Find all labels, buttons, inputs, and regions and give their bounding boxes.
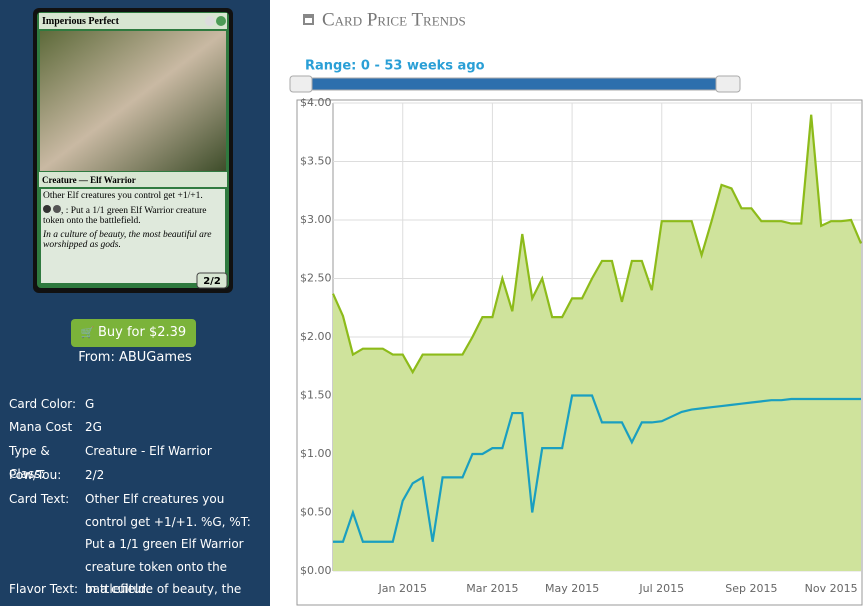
chart: Card Price Trends Range: 0 - 53 weeks ag… [289, 9, 863, 606]
detail-value: 2/2 [85, 468, 105, 482]
line [331, 114, 863, 375]
x-tick-label: Jul 2015 [638, 582, 684, 595]
detail-label: Type & Class: [9, 444, 50, 481]
y-tick-label: $2.00 [300, 330, 332, 343]
card-panel: Imperious Perfect Creature — Elf Warrior… [0, 0, 270, 606]
rules-box: Other Elf creatures you control get +1/+… [43, 191, 223, 251]
area [333, 114, 861, 571]
detail-label: Card Text: [9, 492, 70, 506]
detail-value: Creature - Elf Warrior [85, 444, 212, 458]
range-label: Range: 0 - 53 weeks ago [305, 59, 485, 74]
x-tick-label: Nov 2015 [805, 582, 858, 595]
y-tick-label: $1.00 [300, 447, 332, 460]
detail-value: In a culture of beauty, the most [85, 582, 242, 606]
rules-line: , : Put a 1/1 green Elf Warrior creature… [43, 204, 223, 227]
slider-handle[interactable] [715, 75, 741, 93]
detail-value: Other Elf creatures you control get +1/+… [85, 492, 251, 596]
name-bar [39, 13, 227, 29]
slider-handle[interactable] [289, 75, 313, 93]
y-tick-label: $2.50 [300, 272, 332, 285]
rules-line: Other Elf creatures you control get +1/+… [43, 191, 203, 201]
line [333, 394, 861, 543]
rules-text: , : Put a 1/1 green Elf Warrior creature… [43, 205, 207, 227]
mana-symbol [216, 16, 226, 26]
card-art [40, 31, 226, 171]
y-tick-label: $3.50 [300, 155, 332, 168]
card-image: Imperious Perfect Creature — Elf Warrior… [33, 8, 233, 293]
buy-label[interactable]: Buy for $2.39 [97, 325, 187, 340]
chart-title: Card Price Trends [322, 9, 466, 30]
buy-source: From: ABUGames [78, 350, 192, 365]
x-tick-label: Sep 2015 [725, 582, 777, 595]
detail-label: Card Color: [9, 397, 77, 411]
card-name: Imperious Perfect [42, 16, 120, 27]
card-type: Creature — Elf Warrior [42, 175, 136, 185]
pt-box [196, 272, 228, 289]
mana-symbol [205, 16, 215, 26]
y-tick-label: $0.50 [300, 506, 332, 519]
pt: 2/2 [203, 276, 221, 287]
detail-value: 2G [85, 420, 102, 434]
range-slider[interactable] [292, 77, 741, 91]
y-tick-label: $4.00 [300, 96, 332, 109]
detail-label: Flavor Text: [9, 582, 79, 596]
text-box [41, 189, 225, 283]
y-tick-label: $3.00 [300, 213, 332, 226]
calendar-icon [303, 14, 314, 25]
x-tick-label: Mar 2015 [466, 582, 518, 595]
detail-value: G [85, 397, 95, 411]
y-tick-label: $0.00 [300, 564, 332, 577]
buy-button[interactable]: 🛒 Buy for $2.39 [71, 319, 196, 347]
x-tick-label: Jan 2015 [378, 582, 427, 595]
y-tick-label: $1.50 [300, 389, 332, 402]
type-bar [39, 172, 227, 187]
detail-label: Mana Cost [9, 420, 73, 434]
flavor: In a culture of beauty, the most beautif… [43, 229, 212, 251]
detail-label: Pow/Tou: [9, 468, 62, 482]
x-tick-label: May 2015 [545, 582, 599, 595]
